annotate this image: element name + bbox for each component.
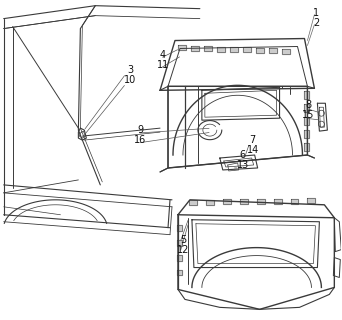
Polygon shape <box>178 45 186 51</box>
Text: 8: 8 <box>305 100 312 110</box>
Polygon shape <box>240 199 248 204</box>
Text: 12: 12 <box>177 244 189 255</box>
Polygon shape <box>191 46 199 51</box>
Polygon shape <box>206 200 214 204</box>
Polygon shape <box>230 47 238 52</box>
Text: 10: 10 <box>124 75 136 85</box>
Polygon shape <box>217 47 225 52</box>
Polygon shape <box>304 117 310 125</box>
Polygon shape <box>290 199 299 204</box>
Text: 7: 7 <box>250 135 256 145</box>
Polygon shape <box>177 269 182 276</box>
Polygon shape <box>304 91 310 99</box>
Polygon shape <box>304 130 310 138</box>
Polygon shape <box>304 143 310 151</box>
Polygon shape <box>256 199 265 204</box>
Text: 6: 6 <box>240 150 246 160</box>
Polygon shape <box>177 255 182 260</box>
Text: 15: 15 <box>302 110 315 120</box>
Text: 9: 9 <box>137 125 143 135</box>
Text: 5: 5 <box>180 235 186 245</box>
Polygon shape <box>281 49 290 54</box>
Polygon shape <box>223 199 231 204</box>
Polygon shape <box>304 104 310 112</box>
Polygon shape <box>177 240 182 246</box>
Polygon shape <box>243 47 251 52</box>
Polygon shape <box>189 200 197 205</box>
Text: 2: 2 <box>313 18 319 28</box>
Polygon shape <box>274 199 281 204</box>
Text: 1: 1 <box>313 8 319 18</box>
Text: 13: 13 <box>237 160 249 170</box>
Polygon shape <box>256 48 264 53</box>
Text: 11: 11 <box>157 60 169 70</box>
Text: 16: 16 <box>134 135 146 145</box>
Text: 3: 3 <box>127 65 133 76</box>
Polygon shape <box>268 48 277 53</box>
Polygon shape <box>204 46 212 51</box>
Text: 14: 14 <box>247 145 259 155</box>
Polygon shape <box>307 198 315 204</box>
Polygon shape <box>177 225 182 231</box>
Text: 4: 4 <box>160 51 166 60</box>
